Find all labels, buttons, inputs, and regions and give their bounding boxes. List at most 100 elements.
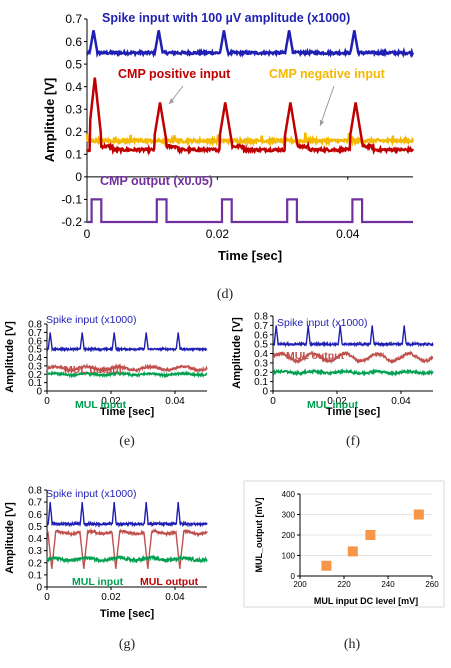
h-data-point [413,509,424,520]
d-annotation-cmp-positive: CMP positive input [118,67,231,81]
f-y-tick-label: 0.7 [254,321,268,332]
d-arrow-negative [319,85,335,127]
d-series-cmp-output [87,198,413,224]
g-y-tick-label: 0.8 [28,486,42,497]
g-x-tick-label: 0.02 [101,592,121,603]
h-data-point [347,546,358,557]
g-series-spike-input [46,502,208,528]
g-caption: (g) [119,637,136,652]
f-y-tick-label: 0.5 [254,340,268,351]
d-caption: (d) [217,287,234,302]
d-x-tick-label: 0.02 [206,227,230,241]
g-x-tick-label: 0 [44,592,50,603]
h-y-tick-label: 300 [282,510,296,519]
f-x-tick-label: 0.02 [327,396,347,407]
d-y-tick-label: 0.6 [65,35,82,49]
e-series-mul-output [46,362,208,374]
h-y-tick-label: 400 [282,490,296,499]
d-y-tick-label: 0.3 [65,102,82,116]
d-annotation-cmp-negative: CMP negative input [269,67,386,81]
h-y-tick-label: 200 [282,531,296,540]
h-x-tick-label: 200 [293,580,307,589]
e-y-tick-label: 0.2 [28,370,42,381]
g-y-tick-label: 0 [36,583,42,594]
h-x-tick-label: 260 [425,580,439,589]
g-x-tick-label: 0.04 [165,592,185,603]
f-x-tick-label: 0 [270,396,276,407]
e-y-tick-label: 0.6 [28,336,42,347]
d-y-tick-label: 0 [75,170,82,184]
f-x-axis-label: Time [sec] [326,406,381,418]
f-y-tick-label: 0.2 [254,368,268,379]
e-series-spike-input [46,332,208,353]
d-series-spike-input [85,30,415,59]
g-y-tick-label: 0.5 [28,522,42,533]
d-y-tick-label: 0.5 [65,57,82,71]
f-series-mul-output [272,349,434,365]
g-annotation-1: MUL input [72,576,124,588]
e-y-tick-label: 0.7 [28,328,42,339]
e-y-tick-label: 0.3 [28,361,42,372]
h-x-tick-label: 220 [337,580,351,589]
g-y-tick-label: 0.1 [28,570,42,581]
g-y-axis-label: Amplitude [V] [4,502,16,574]
chart-d: -0.2 -0.1 0 0.1 0.2 0.3 0.4 0.5 0.6 0.7 0 0.02 0.04 A… [42,11,415,302]
e-x-tick-label: 0 [44,396,50,407]
d-series-cmp-negative-input [85,132,415,148]
h-y-tick-label: 100 [282,551,296,560]
f-y-axis-label: Amplitude [V] [231,317,243,389]
g-annotation-2: MUL output [140,576,199,588]
g-y-tick-label: 0.2 [28,558,42,569]
f-y-tick-label: 0.1 [254,377,268,388]
e-y-axis-label: Amplitude [V] [4,321,16,393]
d-y-tick-label: 0.7 [65,12,82,26]
f-annotation-0: Spike input (x1000) [277,317,367,329]
f-series-spike-input [272,325,434,348]
h-frame [243,480,445,608]
e-caption: (e) [119,434,135,449]
e-annotation-2: MUL input [75,399,127,411]
d-y-tick-label: -0.2 [61,215,82,229]
chart-e: 00.10.20.30.40.50.60.70.8 0 0.02 0.04 Amplit… [4,314,208,449]
h-x-axis-label: MUL input DC level [mV] [314,596,418,606]
f-y-tick-label: 0.6 [254,330,268,341]
g-x-axis-label: Time [sec] [100,608,155,620]
e-y-tick-label: 0.4 [28,353,42,364]
d-annotation-cmp-output: CMP output (x0.05) [100,174,213,188]
f-x-tick-label: 0.04 [391,396,411,407]
h-y-tick-label: 0 [291,572,296,581]
d-x-tick-label: 0 [84,227,91,241]
g-y-tick-label: 0.6 [28,510,42,521]
h-caption: (h) [344,637,361,652]
f-annotation-1: MUL output [286,350,345,362]
g-series-mul-input [46,554,208,565]
d-y-tick-label: 0.4 [65,80,82,94]
e-x-tick-label: 0.04 [165,396,185,407]
e-y-tick-label: 0 [36,387,42,398]
d-y-tick-label: -0.1 [61,193,82,207]
d-y-tick-label: 0.2 [65,125,82,139]
f-caption: (f) [346,434,360,449]
h-y-axis-label: MUL_output [mV] [254,498,264,573]
h-data-point [321,560,332,571]
e-y-tick-label: 0.1 [28,378,42,389]
d-y-axis-label: Amplitude [V] [42,78,57,163]
f-y-tick-label: 0.4 [254,349,268,360]
e-series-mul-input [46,370,208,379]
e-y-tick-label: 0.5 [28,345,42,356]
f-y-tick-label: 0.3 [254,358,268,369]
e-x-tick-label: 0.02 [101,396,121,407]
d-y-tick-label: 0.1 [65,148,82,162]
g-y-tick-label: 0.7 [28,498,42,509]
f-series-mul-input [272,368,434,377]
d-series-cmp-positive-input [86,77,415,156]
f-annotation-2: MUL input [307,399,359,411]
chart-f: 00.10.20.30.40.50.60.70.8 0 0.02 0.04 Amplit… [231,312,434,449]
h-data-point [365,530,376,540]
d-annotation-spike-input: Spike input with 100 µV amplitude (x1000… [102,11,350,25]
g-y-tick-label: 0.4 [28,534,42,545]
g-y-tick-label: 0.3 [28,546,42,557]
f-y-tick-label: 0.8 [254,312,268,323]
d-arrow-positive-head [169,98,174,104]
